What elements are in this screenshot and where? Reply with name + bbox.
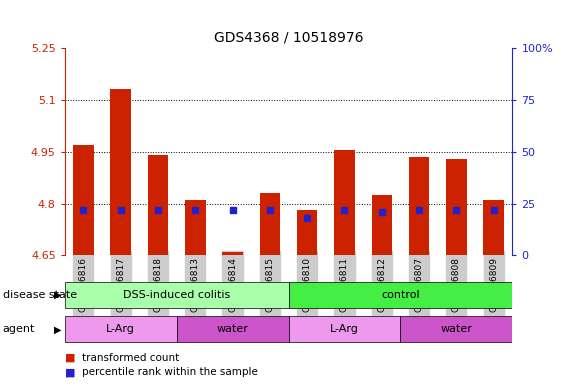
Text: L-Arg: L-Arg [330, 324, 359, 334]
Bar [110, 89, 131, 255]
Bar [372, 195, 392, 255]
Bar [260, 193, 280, 255]
Bar [148, 155, 168, 255]
Bar [289, 316, 400, 342]
Text: ■: ■ [65, 367, 75, 377]
Text: transformed count: transformed count [82, 353, 179, 363]
Text: disease state: disease state [3, 290, 77, 300]
Bar [409, 157, 430, 255]
Bar [65, 316, 177, 342]
Bar [484, 200, 504, 255]
Bar [65, 282, 289, 308]
Text: ▶: ▶ [55, 324, 62, 334]
Text: L-Arg: L-Arg [106, 324, 135, 334]
Text: percentile rank within the sample: percentile rank within the sample [82, 367, 257, 377]
Text: water: water [440, 324, 472, 334]
Bar [400, 316, 512, 342]
Title: GDS4368 / 10518976: GDS4368 / 10518976 [214, 30, 363, 44]
Text: water: water [217, 324, 248, 334]
Bar [334, 150, 355, 255]
Bar [289, 282, 512, 308]
Bar [185, 200, 205, 255]
Bar [222, 252, 243, 255]
Bar [73, 145, 93, 255]
Text: agent: agent [3, 324, 35, 334]
Bar [177, 316, 288, 342]
Text: control: control [381, 290, 420, 300]
Text: DSS-induced colitis: DSS-induced colitis [123, 290, 230, 300]
Text: ■: ■ [65, 353, 75, 363]
Bar [297, 210, 318, 255]
Text: ▶: ▶ [55, 290, 62, 300]
Bar [446, 159, 467, 255]
